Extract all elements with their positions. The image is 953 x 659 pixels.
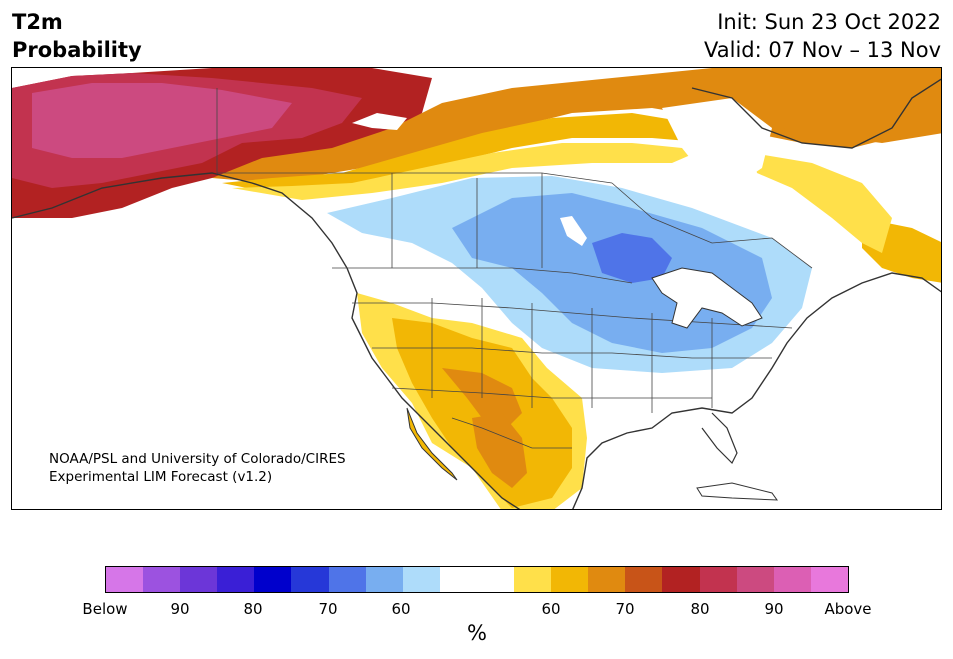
canada-yellow-band [232, 143, 702, 200]
colorbar-segment [514, 567, 552, 592]
title-product: Probability [12, 38, 142, 62]
great-lakes-below-80-region [592, 233, 672, 283]
colorbar-segment [254, 567, 292, 592]
colorbar-segment [106, 567, 144, 592]
colorbar-segment [217, 567, 255, 592]
valid-period: Valid: 07 Nov – 13 Nov [704, 38, 941, 62]
colorbar-segment [625, 567, 663, 592]
cuba-island [696, 482, 779, 501]
data-credit: NOAA/PSL and University of Colorado/CIRE… [49, 450, 346, 486]
colorbar-tick-above-90: 90 [764, 600, 784, 618]
title-variable: T2m [12, 10, 63, 34]
colorbar-segment [773, 567, 811, 592]
map-title: T2m Probability [12, 8, 142, 64]
lake-winnipeg [560, 216, 587, 246]
great-slave-lake [352, 113, 407, 130]
colorbar-segment [143, 567, 181, 592]
probability-colorbar [105, 566, 849, 593]
colorbar-segment [736, 567, 774, 592]
colorbar-tick-below-60: 60 [391, 600, 411, 618]
colorbar-segment [328, 567, 366, 592]
colorbar-tick-above-70: 70 [615, 600, 635, 618]
colorbar-tick-above-60: 60 [541, 600, 561, 618]
colorbar-tick-below-70: 70 [318, 600, 338, 618]
colorbar-segment [551, 567, 589, 592]
north-america-coastline [12, 78, 941, 509]
colorbar-segment [810, 567, 848, 592]
alaska-core-region [32, 83, 292, 158]
forecast-dates: Init: Sun 23 Oct 2022 Valid: 07 Nov – 13… [704, 8, 941, 64]
colorbar-segment [662, 567, 700, 592]
forecast-map: NOAA/PSL and University of Colorado/CIRE… [11, 67, 942, 510]
colorbar-tick-above-80: 80 [690, 600, 710, 618]
hudson-bay [662, 98, 772, 188]
colorbar-segment [439, 567, 477, 592]
credit-line-2: Experimental LIM Forecast (v1.2) [49, 469, 273, 485]
colorbar-segment [699, 567, 737, 592]
colorbar-tick-above: Above [824, 600, 872, 618]
colorbar-segment [402, 567, 440, 592]
quebec-above-70-region [732, 68, 941, 143]
credit-line-1: NOAA/PSL and University of Colorado/CIRE… [49, 451, 346, 467]
colorbar-segment [365, 567, 403, 592]
florida-coastline [701, 412, 738, 465]
colorbar-segment [476, 567, 515, 592]
init-date: Init: Sun 23 Oct 2022 [717, 10, 941, 34]
colorbar-segment [588, 567, 626, 592]
mexico-above-70-region-south [472, 413, 527, 488]
map-canvas [12, 68, 941, 509]
great-lakes [651, 267, 763, 329]
colorbar-tick-below-90: 90 [170, 600, 190, 618]
colorbar-unit: % [467, 621, 487, 645]
colorbar-tick-below: Below [82, 600, 128, 618]
labrador-yellow-region [752, 153, 892, 253]
political-boundaries [216, 88, 813, 449]
colorbar-segment [180, 567, 218, 592]
baja-california [406, 407, 458, 481]
colorbar-segment [291, 567, 329, 592]
colorbar-tick-below-80: 80 [243, 600, 263, 618]
